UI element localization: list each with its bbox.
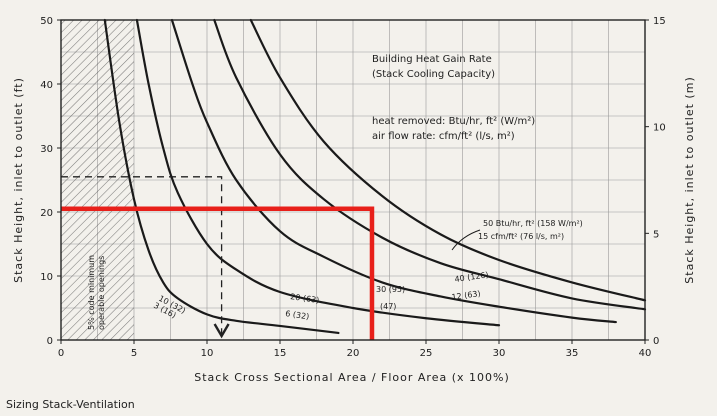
y-left-tick-label: 40 <box>40 80 53 91</box>
y-left-tick-label: 10 <box>40 272 53 283</box>
y-left-tick-label: 30 <box>40 144 53 155</box>
x-tick-label: 0 <box>58 348 64 359</box>
y-left-tick-label: 20 <box>40 208 53 219</box>
shaded-code-minimum <box>61 20 134 340</box>
shaded-region <box>61 20 134 340</box>
y-left-tick-label: 50 <box>40 16 53 27</box>
annotation-title-line-2: (Stack Cooling Capacity) <box>372 69 495 80</box>
shaded-label-line-1: 5% code minimum <box>87 255 96 330</box>
x-tick-label: 25 <box>420 348 433 359</box>
shaded-label-line-2: operable openings <box>97 256 106 330</box>
annotation-callout-line-1: 50 Btu/hr, ft² (158 W/m²) <box>483 219 583 228</box>
series-line-4 <box>213 18 647 311</box>
x-tick-label: 30 <box>493 348 506 359</box>
curve-label-40: 40 (126) <box>454 270 489 284</box>
y-right-tick-label: 0 <box>653 336 659 347</box>
x-tick-label: 5 <box>131 348 137 359</box>
y-right-tick-label: 10 <box>653 123 666 134</box>
series-line-5 <box>249 18 647 302</box>
annotation-units-line-2: air flow rate: cfm/ft² (l/s, m²) <box>372 131 515 142</box>
annotation-title-line-1: Building Heat Gain Rate <box>372 54 492 65</box>
callout-leader <box>451 229 481 251</box>
x-tick-label: 10 <box>201 348 214 359</box>
y-right-tick-label: 5 <box>653 229 659 240</box>
annotation-units-line-1: heat removed: Btu/hr, ft² (W/m²) <box>372 116 535 127</box>
y-left-tick-label: 0 <box>47 336 53 347</box>
dashed-arrow-head <box>213 323 230 339</box>
dashed-reading-path <box>61 176 223 334</box>
red-example-path <box>61 206 375 340</box>
reading-paths <box>61 176 375 340</box>
curves <box>103 18 647 335</box>
x-tick-label: 35 <box>566 348 579 359</box>
curve-label-20: 20 (63) <box>290 292 320 305</box>
series-line-1 <box>103 18 340 335</box>
series-line-2 <box>135 18 501 327</box>
y-right-tick-label: 15 <box>653 16 666 27</box>
curve-label-12: 12 (63) <box>451 289 481 302</box>
series-line-3 <box>170 18 617 324</box>
curve-label-30: 30 (95) <box>376 285 405 294</box>
y-axis-title-left: Stack Height, inlet to outlet (ft) <box>12 77 25 283</box>
curve-label-6: 6 (32) <box>285 309 310 321</box>
y-axis-title-right: Stack Height, inlet to outlet (m) <box>683 76 696 283</box>
figure-caption: Sizing Stack-Ventilation <box>6 398 135 411</box>
axes <box>57 19 649 344</box>
grid <box>60 19 646 341</box>
x-axis-title: Stack Cross Sectional Area / Floor Area … <box>194 371 510 384</box>
x-tick-label: 15 <box>274 348 287 359</box>
x-tick-label: 20 <box>347 348 360 359</box>
curve-label-47: (47) <box>380 302 396 311</box>
x-tick-label: 40 <box>639 348 652 359</box>
annotation-callout-line-2: 15 cfm/ft² (76 l/s, m²) <box>478 232 564 241</box>
